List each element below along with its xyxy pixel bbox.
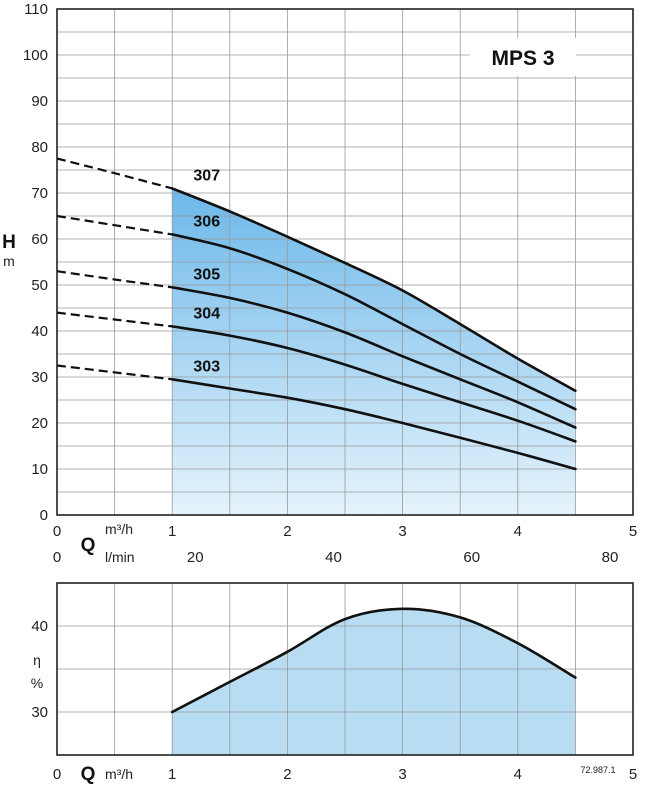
- head-curves: [56, 157, 577, 471]
- head-curve-307: [170, 187, 577, 393]
- flow-lmin-tick: 20: [187, 549, 204, 566]
- head-curve-304-dashed: [56, 311, 173, 328]
- head-plot-frame: [56, 8, 634, 516]
- head-y-tick: 40: [31, 323, 48, 340]
- head-curve-303-dashed: [56, 364, 173, 381]
- efficiency-area: [172, 608, 576, 755]
- flow-axis-label: Q: [81, 535, 96, 556]
- reference-code: 72.987.1: [580, 765, 615, 775]
- head-y-tick: 20: [31, 415, 48, 432]
- head-y-tick: 80: [31, 139, 48, 156]
- head-axis-label: H: [2, 232, 16, 253]
- efficiency-y-tick-labels: 30 40: [31, 618, 48, 721]
- head-curve-303: [170, 378, 577, 471]
- operating-range-area: [172, 188, 576, 515]
- operating-range-fill: [172, 188, 576, 515]
- efficiency-x-tick: 3: [398, 766, 406, 783]
- head-y-tick: 60: [31, 231, 48, 248]
- flow-lmin-tick: 60: [463, 549, 480, 566]
- flow-lmin-tick-labels: 0 20 40 60 80: [53, 549, 618, 566]
- flow-lmin-tick: 40: [325, 549, 342, 566]
- flow-x-tick-labels: 0 1 2 3 4 5: [53, 523, 637, 540]
- curve-label-304: 304: [193, 305, 220, 322]
- flow-x-tick: 3: [398, 523, 406, 540]
- flow-lmin-tick: 0: [53, 549, 61, 566]
- efficiency-x-tick: 4: [514, 766, 522, 783]
- efficiency-y-tick: 40: [31, 618, 48, 635]
- title-box: [470, 38, 576, 76]
- efficiency-axis-unit: %: [31, 675, 43, 691]
- efficiency-x-tick: 5: [629, 766, 637, 783]
- efficiency-x-tick: 0: [53, 766, 61, 783]
- head-y-tick-labels: 0 10 20 30 40 50 60 70 80 90 100 110: [23, 1, 48, 524]
- head-y-tick: 70: [31, 185, 48, 202]
- curve-label-305: 305: [193, 266, 220, 283]
- flow-axis-unit-lmin: l/min: [105, 549, 135, 565]
- curve-label-303: 303: [193, 358, 220, 375]
- head-curve-305: [170, 286, 577, 429]
- efficiency-x-tick: 1: [168, 766, 176, 783]
- efficiency-chart: 30 40 0 1 2 3 4 5 η % Q m³/h 72.987.1: [31, 582, 637, 785]
- efficiency-y-tick: 30: [31, 704, 48, 721]
- head-y-tick: 10: [31, 461, 48, 478]
- head-curve-306: [170, 233, 577, 411]
- head-curve-307-dashed: [56, 157, 173, 190]
- head-curve-304: [170, 325, 577, 443]
- efficiency-flow-axis-unit: m³/h: [105, 766, 133, 782]
- flow-x-tick: 0: [53, 523, 61, 540]
- head-y-tick: 30: [31, 369, 48, 386]
- efficiency-plot-frame: [56, 582, 634, 756]
- curve-label-307: 307: [193, 167, 220, 184]
- efficiency-x-tick: 2: [283, 766, 291, 783]
- efficiency-x-tick-labels: 0 1 2 3 4 5: [53, 766, 637, 783]
- efficiency-curve: [170, 607, 577, 714]
- chart-title: MPS 3: [491, 47, 554, 70]
- efficiency-fill: [172, 608, 576, 755]
- head-y-tick: 50: [31, 277, 48, 294]
- head-curve-305-dashed: [56, 270, 173, 289]
- flow-x-tick: 4: [514, 523, 522, 540]
- flow-x-tick: 1: [168, 523, 176, 540]
- head-axis-unit: m: [3, 253, 15, 269]
- curve-label-306: 306: [193, 213, 220, 230]
- head-chart: 0 10 20 30 40 50 60 70 80 90 100 110 0 1 2 3 4 5 0 20 40 60…: [2, 1, 637, 566]
- efficiency-axis-label: η: [33, 652, 41, 668]
- flow-x-tick: 5: [629, 523, 637, 540]
- head-curve-306-dashed: [56, 214, 173, 236]
- efficiency-flow-axis-label: Q: [81, 764, 96, 785]
- head-y-tick: 110: [24, 1, 48, 18]
- flow-x-tick: 2: [283, 523, 291, 540]
- efficiency-curves: [170, 607, 577, 714]
- head-y-tick: 90: [31, 93, 48, 110]
- head-y-tick: 100: [23, 47, 48, 64]
- flow-axis-unit-m3h: m³/h: [105, 521, 133, 537]
- head-y-tick: 0: [40, 507, 48, 524]
- head-curve-labels: 307 306 305 304 303: [193, 167, 220, 375]
- flow-lmin-tick: 80: [602, 549, 619, 566]
